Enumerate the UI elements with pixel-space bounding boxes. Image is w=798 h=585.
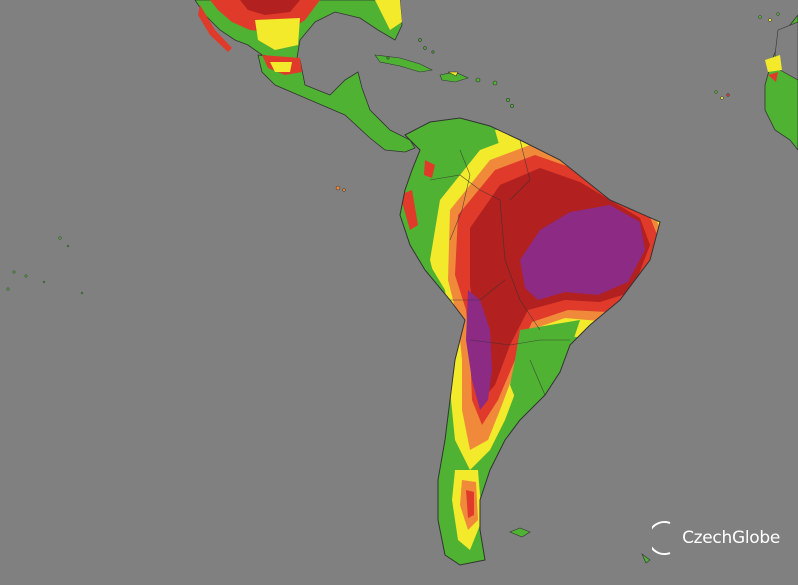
logo-text: CzechGlobe <box>682 528 780 548</box>
pacific-islands <box>6 185 346 295</box>
czechglobe-logo: CzechGlobe <box>652 521 780 555</box>
africa-region <box>714 12 798 151</box>
north-america-region <box>194 0 403 71</box>
czechglobe-arc-icon <box>652 521 671 555</box>
south-atlantic-islands <box>509 527 651 564</box>
caribbean-islands <box>374 38 514 108</box>
